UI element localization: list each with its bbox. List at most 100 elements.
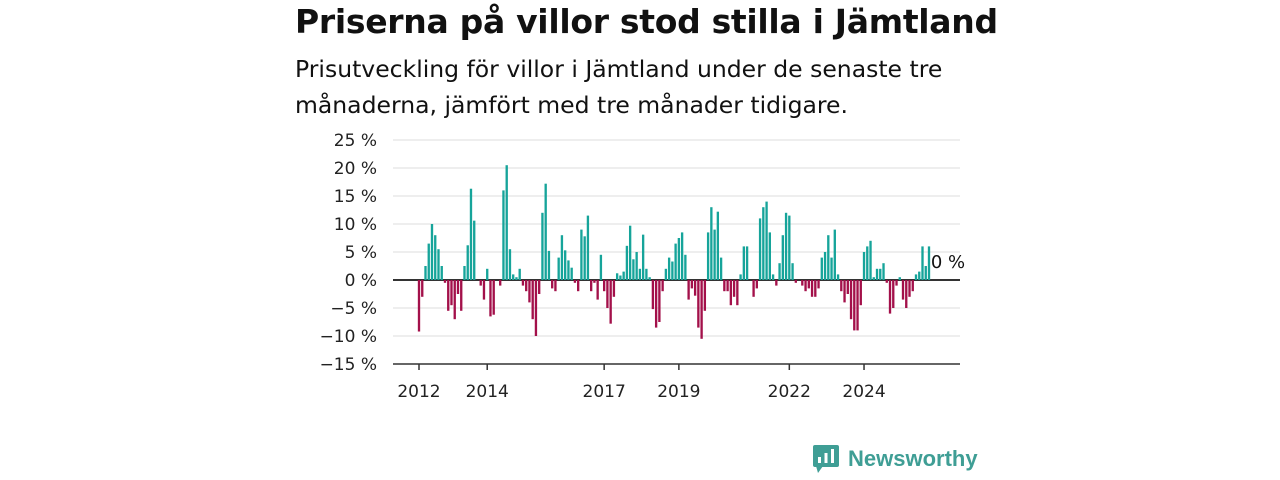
chart-subtitle: Prisutveckling för villor i Jämtland und… <box>295 55 943 119</box>
bar <box>671 261 674 280</box>
bar <box>596 280 599 300</box>
bar <box>817 280 820 289</box>
x-axis: 2012 2014 2017 2019 2022 2024 <box>393 363 960 402</box>
bar <box>492 280 495 315</box>
latest-value-label: 0 % <box>931 252 965 273</box>
y-tick-label: 10 % <box>334 215 377 235</box>
bar <box>924 266 927 280</box>
bar <box>898 277 901 280</box>
bar <box>914 274 918 280</box>
bar <box>827 235 830 280</box>
bar <box>635 252 638 280</box>
bar <box>534 280 538 336</box>
bar <box>736 280 739 306</box>
bar <box>417 280 421 332</box>
bar <box>726 280 729 292</box>
bar <box>577 280 580 292</box>
bar <box>778 263 781 280</box>
bar <box>716 211 720 280</box>
bar <box>687 280 690 300</box>
bar <box>434 235 437 280</box>
bar <box>719 257 723 280</box>
bar <box>697 280 700 328</box>
bar <box>846 280 849 294</box>
bar <box>680 232 684 280</box>
bar <box>830 257 833 280</box>
bar <box>622 271 625 280</box>
bar <box>888 280 892 314</box>
y-tick-label: −15 % <box>320 355 377 375</box>
y-tick-label: −5 % <box>330 299 377 319</box>
bar <box>781 235 784 280</box>
bar <box>541 212 544 280</box>
bar <box>836 274 840 280</box>
bar <box>674 243 677 280</box>
bar <box>892 280 895 308</box>
bar <box>479 280 482 286</box>
y-tick-label: 0 % <box>345 271 377 291</box>
bar <box>713 229 716 280</box>
bar <box>810 280 814 297</box>
bar <box>788 215 791 280</box>
bar <box>564 250 567 280</box>
bar <box>525 280 528 292</box>
bar <box>590 280 593 292</box>
bar <box>544 183 547 280</box>
bar <box>814 280 817 297</box>
bar <box>879 268 882 280</box>
bar <box>469 188 473 280</box>
bar <box>784 212 788 280</box>
bar <box>505 165 508 280</box>
bar <box>560 235 564 280</box>
bar <box>570 267 573 280</box>
y-tick-label: 20 % <box>334 159 377 179</box>
bar <box>921 246 924 280</box>
bar <box>482 280 486 300</box>
y-axis: 25 % 20 % 15 % 10 % 5 % 0 % −5 % −10 % −15 % <box>320 131 377 375</box>
bar <box>427 243 430 280</box>
bar <box>758 218 762 280</box>
bar <box>599 254 603 280</box>
bar <box>771 274 775 280</box>
bar <box>440 266 443 280</box>
bar <box>502 190 505 280</box>
bar <box>625 245 629 280</box>
x-tick-label: 2017 <box>583 382 626 402</box>
bar <box>752 280 755 297</box>
brand-name: Newsworthy <box>848 446 978 471</box>
bar <box>443 280 447 283</box>
bar <box>632 259 635 280</box>
bar <box>658 280 661 322</box>
bar <box>515 277 518 280</box>
bar <box>641 234 645 280</box>
bar <box>437 249 440 280</box>
bar <box>424 266 427 280</box>
bar <box>866 246 869 280</box>
bar <box>729 280 733 306</box>
chart-title: Priserna på villor stod stilla i Jämtlan… <box>295 2 998 41</box>
bar <box>804 280 807 292</box>
bar <box>905 280 908 308</box>
bar <box>677 238 681 280</box>
bar <box>512 274 515 280</box>
bar <box>615 273 619 280</box>
bar <box>508 249 512 280</box>
bar <box>882 263 885 280</box>
bar <box>645 268 648 280</box>
bar <box>690 280 694 289</box>
bar <box>843 280 846 303</box>
bar <box>823 252 827 280</box>
x-tick-label: 2022 <box>768 382 811 402</box>
bar <box>593 280 596 283</box>
bar <box>875 268 879 280</box>
bar <box>466 245 469 280</box>
bar <box>693 280 697 296</box>
bar <box>872 277 875 280</box>
bar <box>421 280 424 297</box>
bar <box>742 246 746 280</box>
bar <box>586 215 590 280</box>
bar <box>791 263 794 280</box>
bar <box>554 280 557 292</box>
bar <box>567 260 570 280</box>
